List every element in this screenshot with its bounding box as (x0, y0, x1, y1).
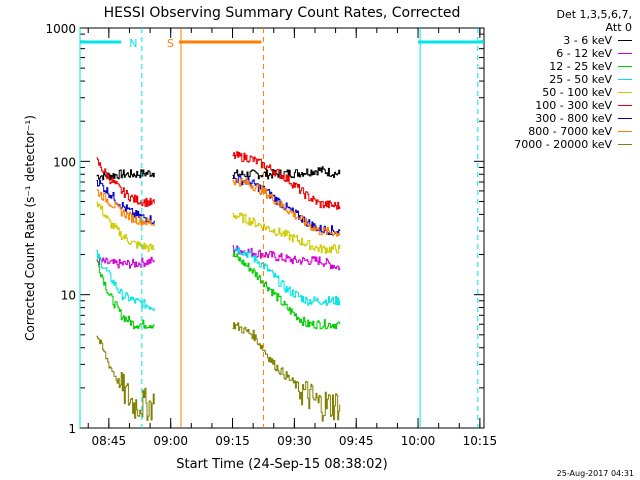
y-tick-label: 1000 (45, 22, 76, 36)
legend-entry: 800 - 7000 keV (484, 125, 632, 138)
legend-entry: 3 - 6 keV (484, 34, 632, 47)
series-line (96, 189, 155, 226)
legend-swatch (618, 105, 632, 106)
legend-swatch (618, 53, 632, 54)
legend-entry: 7000 - 20000 keV (484, 138, 632, 151)
legend-swatch (618, 66, 632, 67)
x-tick-label: 08:45 (92, 434, 127, 448)
series-line (96, 259, 155, 330)
legend-entry: 100 - 300 keV (484, 99, 632, 112)
y-tick-label: 100 (53, 155, 76, 169)
timestamp: 25-Aug-2017 04:31 (556, 469, 634, 478)
legend-label: 300 - 800 keV (535, 112, 612, 125)
x-tick-label: 09:15 (215, 434, 250, 448)
series-line (232, 251, 341, 330)
legend-label: 50 - 100 keV (542, 86, 612, 99)
legend-label: 12 - 25 keV (549, 60, 612, 73)
legend-swatch (618, 118, 632, 119)
series-line (96, 256, 155, 269)
series-line (232, 322, 341, 422)
legend-entry: 25 - 50 keV (484, 73, 632, 86)
series-line (232, 247, 341, 306)
x-tick-label: 09:30 (277, 434, 312, 448)
y-tick-label: 10 (61, 289, 76, 303)
y-tick-label: 1 (68, 422, 76, 436)
legend: Det 1,3,5,6,7, Att 0 3 - 6 keV 6 - 12 keV… (484, 8, 632, 151)
legend-entry: 12 - 25 keV (484, 60, 632, 73)
chart-title: HESSI Observing Summary Count Rates, Cor… (104, 5, 461, 21)
x-tick-label: 09:00 (153, 434, 188, 448)
legend-label: 100 - 300 keV (535, 99, 612, 112)
legend-label: 3 - 6 keV (563, 34, 612, 47)
x-tick-label: 10:15 (463, 434, 498, 448)
series-line (232, 178, 341, 237)
series-line (96, 201, 155, 252)
flag-label: S (167, 37, 174, 50)
series-line (232, 151, 341, 210)
legend-header-line-1: Det 1,3,5,6,7, (556, 8, 632, 21)
series-line (96, 179, 155, 224)
legend-label: 25 - 50 keV (549, 73, 612, 86)
legend-swatch (618, 92, 632, 93)
x-tick-label: 10:00 (401, 434, 436, 448)
x-tick-label: 09:45 (339, 434, 374, 448)
legend-swatch (618, 40, 632, 41)
legend-swatch (618, 144, 632, 145)
series-line (232, 212, 341, 254)
series-line (232, 166, 341, 180)
legend-entry: 6 - 12 keV (484, 47, 632, 60)
flag-label: N (129, 37, 137, 50)
legend-entry: 300 - 800 keV (484, 112, 632, 125)
legend-entry: 50 - 100 keV (484, 86, 632, 99)
series-line (96, 335, 155, 421)
x-axis-label: Start Time (24-Sep-15 08:38:02) (176, 457, 387, 472)
legend-swatch (618, 79, 632, 80)
legend-swatch (618, 131, 632, 132)
legend-header-line-2: Att 0 (605, 21, 632, 34)
series-line (96, 249, 155, 311)
series-line (96, 157, 155, 207)
legend-label: 7000 - 20000 keV (514, 138, 612, 151)
y-axis-label: Corrected Count Rate (s⁻¹ detector⁻¹) (23, 115, 37, 341)
legend-label: 6 - 12 keV (556, 47, 612, 60)
legend-label: 800 - 7000 keV (528, 125, 612, 138)
